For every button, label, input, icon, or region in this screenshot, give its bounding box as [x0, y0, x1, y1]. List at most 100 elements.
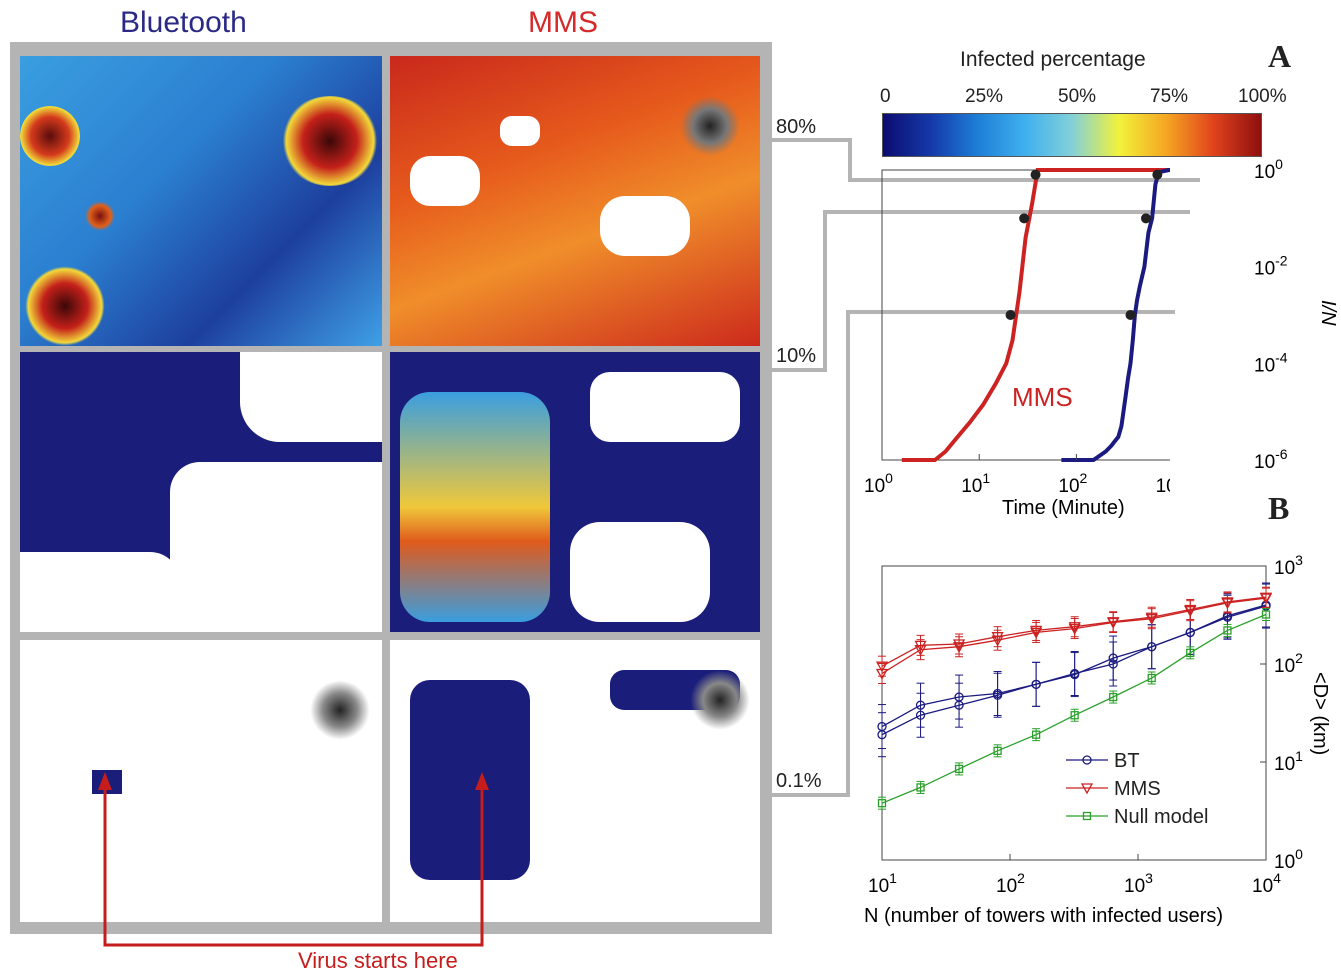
- data-point: [875, 668, 889, 680]
- map-mms-80: [390, 56, 760, 346]
- y-tick-label: 10-2: [1254, 253, 1288, 280]
- event-marker: [1005, 310, 1016, 320]
- row-label-80: 80%: [776, 116, 817, 138]
- city-cluster: [310, 680, 370, 740]
- uninfected-area: [20, 552, 180, 632]
- arrow-head: [98, 772, 112, 790]
- x-tick-label: 102: [996, 870, 1025, 897]
- y-tick-label: 102: [1274, 650, 1303, 677]
- colorbar-tick: 100%: [1238, 86, 1287, 107]
- legend-label: BT: [1114, 750, 1140, 772]
- uninfected-area: [240, 352, 382, 442]
- data-point: [1145, 614, 1158, 626]
- data-point: [1068, 623, 1081, 635]
- x-tick-label: 103: [1156, 470, 1170, 497]
- legend-label: MMS: [1114, 778, 1161, 800]
- data-point: [877, 730, 887, 740]
- infected-area: [400, 392, 550, 622]
- data-point: [1082, 811, 1092, 821]
- data-point: [1080, 783, 1094, 795]
- data-point: [915, 710, 926, 720]
- event-marker: [1141, 213, 1152, 224]
- connector-80: [772, 138, 1200, 182]
- panel-letter-b: B: [1268, 490, 1290, 526]
- chart-a-right-axis: 100 10-2 10-4 10-6 I/N: [1254, 156, 1338, 473]
- x-tick-label: 103: [1124, 870, 1153, 897]
- data-point: [1147, 642, 1157, 652]
- colorbar-tick: 50%: [1058, 86, 1097, 107]
- data-point: [1070, 668, 1080, 679]
- data-point: [993, 746, 1002, 755]
- hotspot: [85, 201, 115, 231]
- uninfected-area: [170, 462, 382, 632]
- event-marker: [1125, 310, 1136, 320]
- uninfected-area: [500, 116, 540, 146]
- data-point: [1261, 610, 1271, 619]
- data-point: [877, 799, 887, 808]
- data-point: [1082, 755, 1092, 765]
- data-point: [991, 635, 1004, 647]
- x-tick-label: 100: [864, 470, 893, 497]
- virus-bracket: [103, 780, 484, 947]
- y-tick-label: 10-4: [1254, 349, 1288, 376]
- y-tick-label: 101: [1274, 748, 1303, 775]
- mms-column-title: MMS: [528, 6, 598, 39]
- data-point: [954, 764, 964, 774]
- hotspot: [20, 106, 80, 166]
- chart-a-xlabel: Time (Minute): [1002, 497, 1125, 519]
- data-point: [914, 645, 927, 657]
- uninfected-area: [590, 372, 740, 442]
- uninfected-area: [600, 196, 690, 256]
- data-point: [1108, 659, 1118, 669]
- panel-letter-a: A: [1268, 38, 1292, 74]
- x-tick-label: 101: [961, 470, 990, 497]
- map-bluetooth-10: [20, 352, 382, 632]
- y-tick-label: 10-6: [1254, 446, 1288, 473]
- hotspot: [280, 96, 380, 186]
- chart-b-ylabel: <D> (km): [1309, 672, 1331, 755]
- data-point: [1184, 606, 1197, 618]
- data-point: [875, 661, 889, 673]
- arrow-head: [475, 772, 489, 790]
- data-point: [1185, 627, 1195, 638]
- chart-b-spread-distance: 101 102 103 104 100 101 102 103 BT MMS Null mode…: [864, 552, 1331, 927]
- y-tick-label: 100: [1274, 846, 1303, 873]
- virus-start-label: Virus starts here: [298, 948, 458, 973]
- chart-b-xlabel: N (number of towers with infected users): [864, 905, 1223, 927]
- data-point: [1109, 692, 1118, 702]
- map-grid-frame: [10, 42, 772, 934]
- infected-area: [410, 680, 530, 880]
- uninfected-area: [570, 522, 710, 622]
- hotspot: [25, 266, 105, 346]
- x-tick-label: 102: [1058, 470, 1087, 497]
- event-marker: [1152, 169, 1163, 180]
- data-point: [1107, 617, 1120, 629]
- colorbar: [882, 113, 1262, 157]
- uninfected-area: [410, 156, 480, 206]
- city-cluster: [680, 96, 740, 156]
- data-point: [992, 690, 1003, 700]
- data-point: [1031, 679, 1041, 689]
- map-bluetooth-80: [20, 56, 382, 346]
- y-tick-label: 100: [1254, 156, 1283, 183]
- series-line-mms: [881, 597, 1267, 675]
- x-tick-label: 104: [1252, 870, 1281, 897]
- data-point: [1070, 711, 1079, 720]
- data-point: [952, 642, 966, 654]
- event-marker: [1030, 169, 1041, 180]
- y-tick-label: 103: [1274, 552, 1303, 579]
- data-point: [1259, 593, 1273, 605]
- map-bluetooth-0.1: [20, 640, 382, 922]
- map-mms-0.1: [390, 640, 760, 922]
- series-line-mms: [901, 168, 1170, 462]
- row-label-10: 10%: [776, 345, 817, 367]
- colorbar-tick: 0: [880, 86, 891, 107]
- data-point: [1147, 673, 1156, 683]
- data-point: [954, 700, 964, 710]
- event-marker: [1019, 213, 1030, 224]
- series-line-bt: [1061, 168, 1170, 462]
- data-point: [1031, 730, 1041, 739]
- x-tick-label: 101: [868, 870, 897, 897]
- chart-a-series-label-mms: MMS: [1012, 382, 1073, 412]
